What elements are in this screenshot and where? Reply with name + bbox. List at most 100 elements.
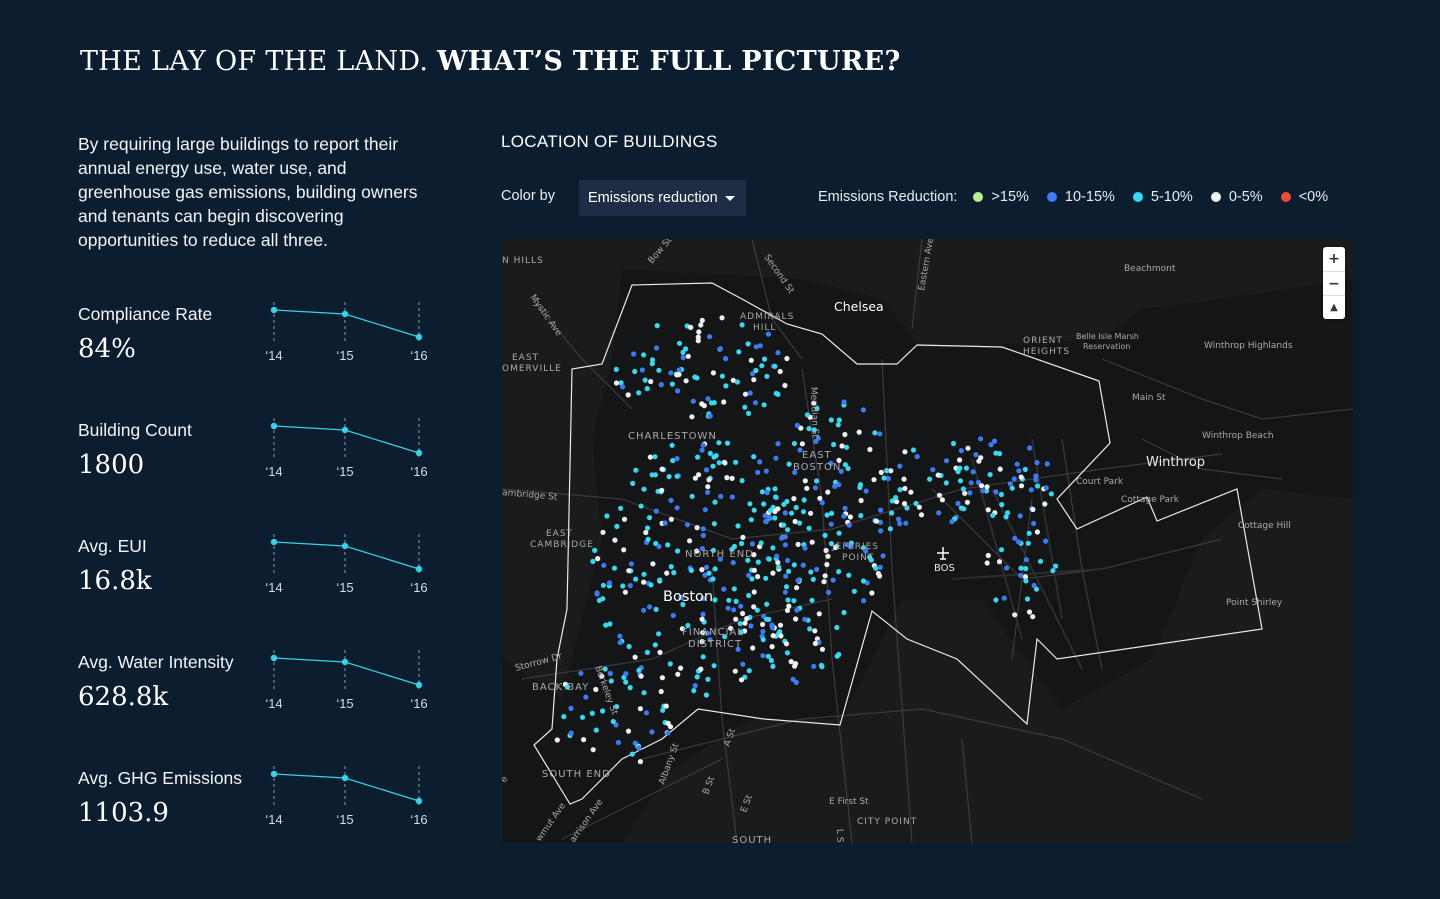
building-point[interactable] [822, 532, 828, 538]
building-point[interactable] [636, 667, 642, 673]
zoom-in-button[interactable]: + [1328, 251, 1340, 267]
building-point[interactable] [644, 649, 650, 655]
building-point[interactable] [705, 489, 711, 495]
building-point[interactable] [633, 467, 639, 473]
building-point[interactable] [747, 501, 753, 507]
building-point[interactable] [760, 628, 766, 635]
building-point[interactable] [660, 707, 666, 713]
building-point[interactable] [700, 532, 706, 539]
building-point[interactable] [772, 486, 778, 492]
building-point[interactable] [685, 622, 691, 629]
building-point[interactable] [902, 449, 908, 455]
building-point[interactable] [644, 525, 651, 531]
building-point[interactable] [754, 607, 760, 613]
building-point[interactable] [630, 480, 636, 486]
building-point[interactable] [918, 512, 925, 518]
building-point[interactable] [595, 556, 601, 562]
building-point[interactable] [814, 405, 820, 412]
building-point[interactable] [781, 522, 787, 528]
building-point[interactable] [800, 509, 807, 515]
building-point[interactable] [877, 564, 883, 570]
building-point[interactable] [794, 607, 800, 613]
building-point[interactable] [751, 507, 757, 513]
building-point[interactable] [643, 710, 650, 716]
building-point[interactable] [834, 624, 840, 631]
building-point[interactable] [943, 480, 949, 486]
building-point[interactable] [711, 521, 717, 527]
building-point[interactable] [700, 611, 706, 617]
building-point[interactable] [700, 630, 706, 636]
building-point[interactable] [692, 683, 698, 689]
building-point[interactable] [745, 557, 751, 563]
building-point[interactable] [807, 626, 813, 632]
building-point[interactable] [800, 562, 806, 568]
building-point[interactable] [811, 427, 817, 433]
building-point[interactable] [755, 559, 761, 565]
building-point[interactable] [653, 345, 660, 351]
building-point[interactable] [708, 400, 714, 406]
building-point[interactable] [637, 759, 643, 765]
building-point[interactable] [607, 621, 613, 627]
building-point[interactable] [669, 442, 675, 448]
building-point[interactable] [675, 388, 681, 394]
building-point[interactable] [670, 612, 676, 619]
building-point[interactable] [589, 710, 595, 716]
building-point[interactable] [695, 334, 701, 340]
building-point[interactable] [724, 475, 730, 481]
building-point[interactable] [723, 356, 729, 362]
building-point[interactable] [772, 494, 779, 500]
building-point[interactable] [1004, 565, 1010, 571]
building-point[interactable] [1023, 557, 1029, 563]
building-point[interactable] [620, 384, 626, 390]
building-point[interactable] [652, 642, 658, 648]
building-point[interactable] [735, 646, 741, 652]
building-point[interactable] [679, 626, 685, 632]
building-point[interactable] [967, 490, 973, 496]
building-point[interactable] [699, 401, 705, 407]
building-point[interactable] [723, 383, 729, 389]
building-point[interactable] [601, 562, 607, 568]
building-point[interactable] [1012, 535, 1018, 541]
building-point[interactable] [828, 541, 834, 547]
map-canvas[interactable]: Chelsea Boston Winthrop BOS CHARLESTOWN … [502, 239, 1353, 843]
building-point[interactable] [778, 633, 784, 639]
building-point[interactable] [618, 505, 624, 511]
building-point[interactable] [1014, 461, 1020, 467]
building-point[interactable] [877, 431, 883, 437]
building-point[interactable] [889, 498, 895, 504]
building-point[interactable] [988, 442, 994, 448]
building-point[interactable] [746, 410, 752, 416]
building-point[interactable] [739, 322, 745, 328]
building-point[interactable] [811, 663, 817, 669]
building-point[interactable] [674, 505, 680, 511]
building-point[interactable] [785, 557, 791, 564]
building-point[interactable] [618, 380, 624, 386]
building-point[interactable] [791, 598, 797, 604]
building-point[interactable] [699, 546, 706, 552]
building-point[interactable] [703, 564, 710, 570]
building-point[interactable] [978, 436, 984, 442]
building-point[interactable] [844, 444, 850, 450]
building-point[interactable] [763, 468, 769, 474]
building-point[interactable] [656, 367, 662, 373]
building-point[interactable] [707, 450, 713, 456]
building-point[interactable] [769, 644, 775, 650]
building-point[interactable] [703, 692, 709, 698]
building-point[interactable] [769, 625, 775, 631]
building-point[interactable] [824, 561, 830, 568]
building-point[interactable] [1030, 614, 1036, 620]
building-point[interactable] [802, 545, 808, 551]
building-point[interactable] [710, 463, 716, 469]
building-point[interactable] [808, 510, 814, 516]
building-point[interactable] [833, 544, 839, 551]
building-point[interactable] [692, 374, 698, 380]
building-point[interactable] [617, 633, 623, 639]
building-point[interactable] [943, 458, 950, 464]
building-point[interactable] [936, 510, 942, 516]
building-point[interactable] [631, 351, 637, 357]
building-point[interactable] [641, 690, 647, 696]
building-point[interactable] [806, 525, 812, 531]
building-point[interactable] [752, 400, 759, 406]
building-point[interactable] [603, 622, 609, 628]
building-point[interactable] [1034, 483, 1041, 489]
